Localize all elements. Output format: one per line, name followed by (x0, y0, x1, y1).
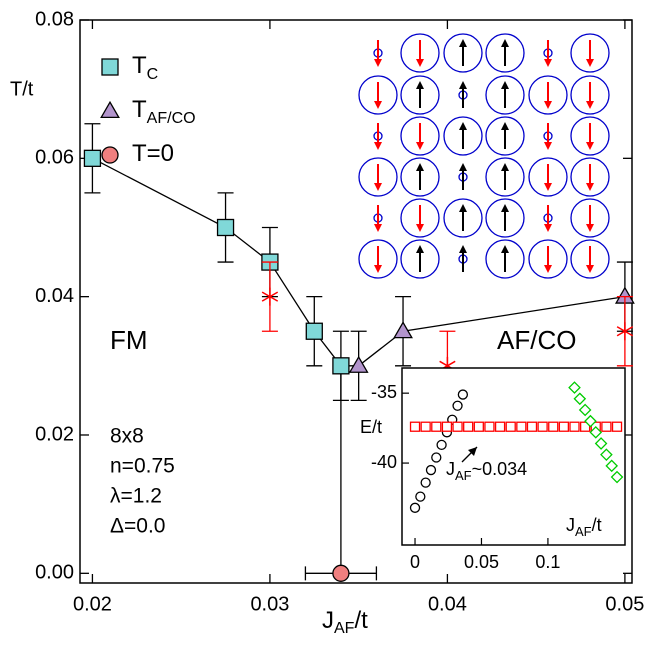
legend-marker (101, 146, 119, 164)
inset-x-tick-label: 0.05 (464, 552, 499, 572)
marker (569, 421, 580, 432)
legend-label: T=0 (132, 140, 174, 167)
y-tick-label: 0.00 (35, 562, 74, 584)
marker (584, 414, 597, 428)
inset-x-tick-label: 0 (410, 552, 420, 572)
marker (605, 459, 619, 473)
marker (332, 357, 350, 375)
x-axis-label-tail: /t (354, 607, 368, 634)
marker (216, 218, 235, 237)
inset-y-axis-label: E/t (360, 417, 382, 437)
marker (393, 321, 413, 339)
x-tick-label: 0.05 (605, 593, 644, 615)
marker (573, 392, 587, 406)
marker (578, 403, 592, 417)
marker (601, 421, 612, 432)
marker (261, 287, 279, 306)
x-tick-label: 0.04 (428, 593, 467, 615)
marker (494, 421, 506, 432)
legend-label-main: T (132, 96, 147, 123)
marker (526, 421, 538, 432)
marker (589, 425, 603, 439)
marker (537, 421, 548, 432)
marker (568, 381, 581, 394)
marker (415, 491, 426, 502)
marker (420, 477, 431, 488)
marker (452, 421, 463, 432)
marker (409, 421, 421, 432)
marker (505, 421, 516, 432)
inset-x-tick-label: 0.1 (535, 552, 560, 572)
marker (332, 564, 350, 582)
annotation: FM (110, 325, 148, 355)
inset-frame (401, 367, 626, 546)
legend-label: TC (132, 52, 158, 83)
marker (516, 421, 527, 432)
marker (473, 421, 484, 432)
inset-x-axis-label-sub: AF (575, 524, 592, 539)
marker (579, 421, 591, 432)
inset-x-axis-label-main: J (566, 515, 575, 535)
marker (457, 389, 469, 400)
legend-marker (101, 58, 119, 76)
x-axis-label: JAF/t (322, 607, 368, 637)
marker (452, 400, 463, 411)
marker (431, 452, 442, 463)
legend-label-main: T=0 (132, 140, 174, 167)
y-axis-label: T/t (10, 78, 34, 100)
marker (409, 502, 421, 513)
marker (441, 421, 453, 432)
x-tick-label: 0.03 (250, 593, 289, 615)
legend-label-main: T (132, 52, 147, 79)
inset-y-tick-label: -40 (371, 452, 397, 472)
x-axis-label-main: J (322, 607, 334, 634)
marker (548, 421, 559, 432)
annotation: λ=1.2 (110, 485, 162, 508)
marker (420, 421, 431, 432)
inset-x-axis-label: JAF/t (566, 515, 602, 540)
marker (348, 355, 369, 373)
spin-lattice (358, 33, 610, 279)
marker (594, 437, 608, 450)
annotation: Δ=0.0 (110, 515, 165, 538)
annotation: AF/CO (497, 325, 576, 355)
inset-x-axis-label-tail: /t (592, 515, 602, 535)
legend-label-sub: AF/CO (147, 110, 196, 127)
annotation-arrowhead (468, 447, 477, 456)
annotation: 8x8 (110, 425, 144, 448)
marker (610, 470, 624, 484)
y-tick-label: 0.06 (35, 147, 74, 169)
marker (431, 421, 442, 432)
marker (463, 421, 474, 432)
legend-label: TAF/CO (132, 96, 196, 127)
y-tick-label: 0.08 (35, 8, 74, 30)
inset-annotation: JAF~0.034 (446, 459, 527, 484)
legend-label-sub: C (147, 66, 159, 83)
inset-y-tick-label: -35 (371, 382, 397, 402)
inset-annotation-sub: AF (455, 468, 472, 483)
inset-annotation-main: J (446, 459, 455, 479)
y-tick-label: 0.02 (35, 423, 74, 445)
marker (305, 322, 323, 340)
x-axis-label-sub: AF (334, 620, 355, 637)
y-tick-label: 0.04 (35, 285, 74, 307)
marker (83, 149, 102, 167)
annotation: n=0.75 (110, 455, 175, 478)
marker (600, 448, 613, 462)
marker (436, 439, 447, 451)
x-tick-label: 0.02 (73, 593, 112, 615)
marker (447, 414, 458, 425)
marker (611, 421, 623, 432)
marker (484, 421, 495, 432)
marker (616, 322, 634, 341)
marker (425, 464, 437, 476)
marker (558, 421, 570, 432)
legend-marker (100, 100, 120, 119)
inset-annotation-tail: ~0.034 (472, 459, 528, 479)
